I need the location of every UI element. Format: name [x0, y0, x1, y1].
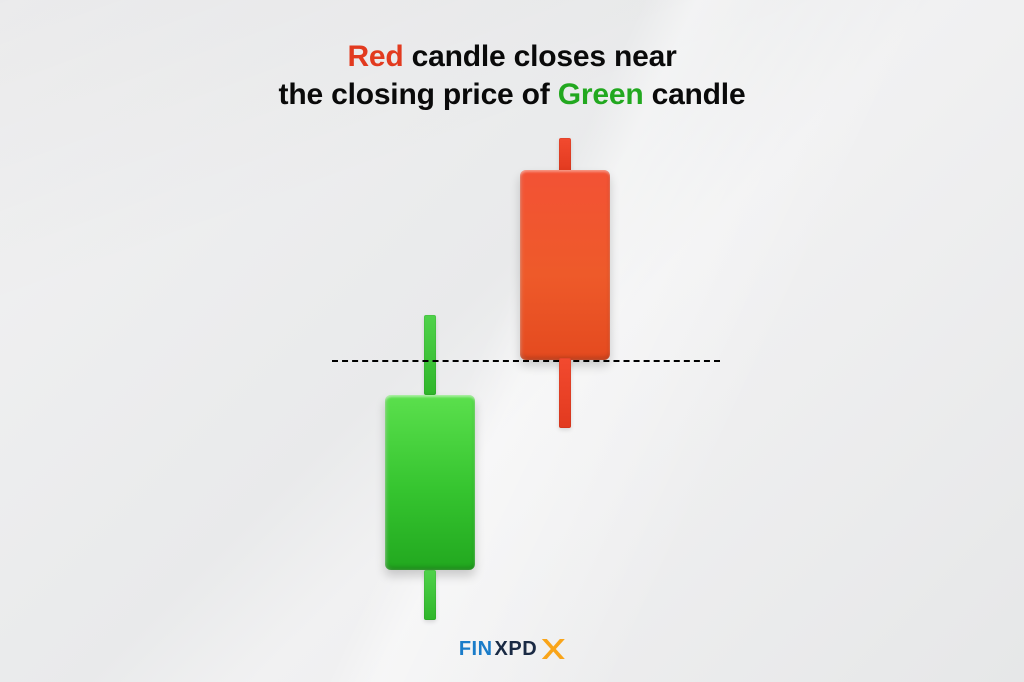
brand-logo: FINXPD: [459, 636, 565, 662]
green-candle-lower-wick: [424, 570, 436, 620]
logo-text-fin: FIN: [459, 638, 493, 661]
red-candle-upper-wick: [559, 138, 571, 172]
close-price-reference-line: [332, 360, 720, 362]
logo-text-xpd: XPD: [495, 638, 538, 661]
candlestick-diagram: [0, 0, 1024, 682]
infographic-canvas: Red candle closes near the closing price…: [0, 0, 1024, 682]
red-candle-lower-wick: [559, 358, 571, 428]
green-candle-upper-wick: [424, 315, 436, 395]
logo-x-icon: [539, 636, 565, 662]
green-candle-body: [385, 395, 475, 570]
red-candle-body: [520, 170, 610, 360]
